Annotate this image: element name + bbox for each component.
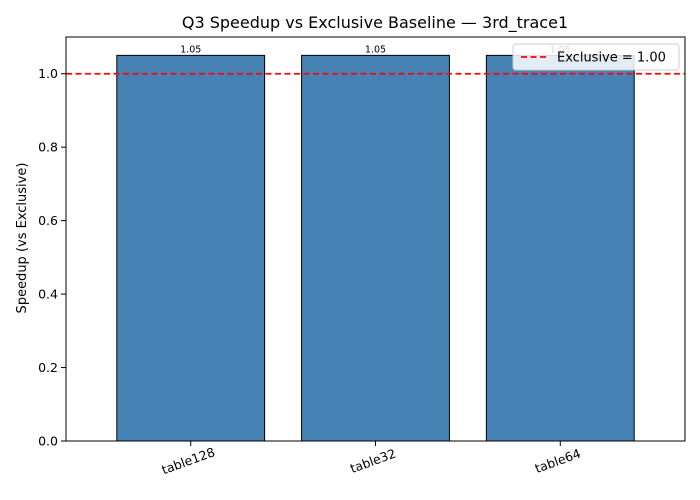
legend-entry-label: Exclusive = 1.00 (557, 51, 666, 66)
y-tick-label-1.0: 1.0 (38, 66, 58, 81)
y-axis-label: Speedup (vs Exclusive) (15, 163, 30, 314)
y-tick-label-0.4: 0.4 (38, 287, 58, 302)
bar-table128 (116, 54, 266, 442)
y-tick-label-0.6: 0.6 (38, 213, 58, 228)
y-tick-label-0.2: 0.2 (38, 360, 58, 375)
legend-frame (512, 43, 680, 71)
legend: Exclusive = 1.00 (512, 43, 680, 71)
y-tick-label-0.0: 0.0 (38, 434, 58, 449)
chart-title: Q3 Speedup vs Exclusive Baseline — 3rd_t… (182, 13, 568, 33)
bars-layer: 1.051.051.05 (116, 44, 635, 442)
plot-area-frame (65, 36, 686, 442)
y-tick-label-0.8: 0.8 (38, 140, 58, 155)
bar-value-label-table128: 1.05 (180, 44, 201, 55)
bar-table32 (301, 54, 450, 442)
bar-value-label-table32: 1.05 (365, 44, 386, 55)
bar-table64 (485, 54, 635, 442)
